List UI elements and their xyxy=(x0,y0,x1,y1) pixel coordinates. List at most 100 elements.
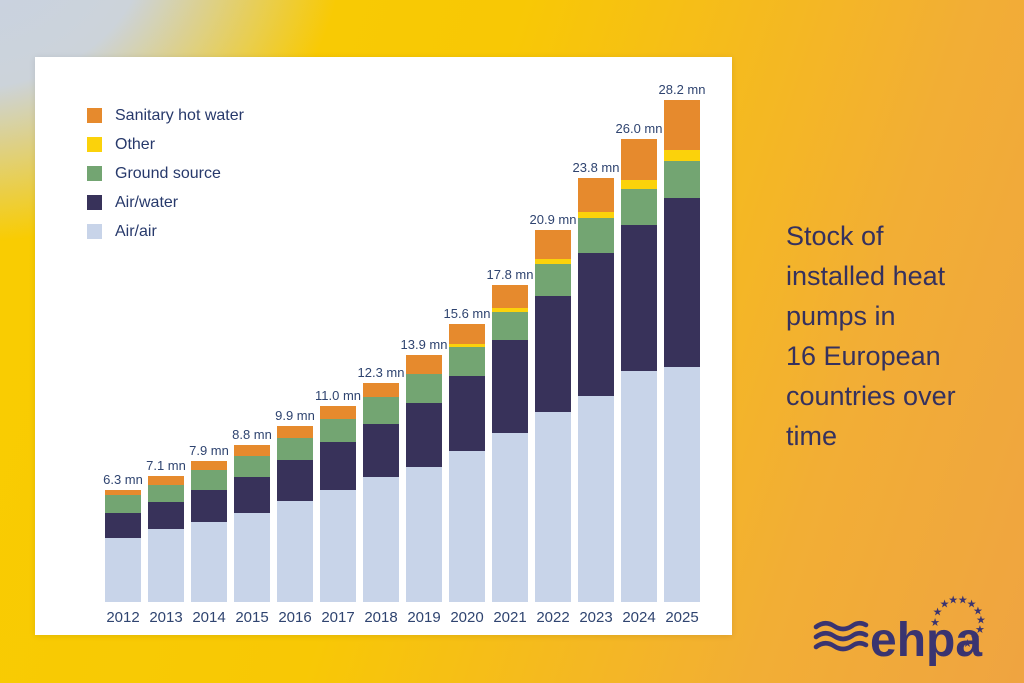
svg-text:★: ★ xyxy=(973,606,983,618)
bar-column: 13.9 mn 2019 xyxy=(401,337,448,626)
bar-segment-air-water xyxy=(492,340,528,433)
bar-segment-air-air xyxy=(578,395,614,602)
bar-total-label: 17.8 mn xyxy=(486,267,534,283)
caption-line: time xyxy=(786,421,838,451)
bar-segment-ground-source xyxy=(363,397,399,425)
bar-segment-other xyxy=(664,149,700,161)
x-axis-label: 2025 xyxy=(665,609,699,626)
bar-total-label: 20.9 mn xyxy=(529,212,577,228)
bar-segment-air-water xyxy=(363,424,399,478)
legend-row: Air/water xyxy=(87,188,244,217)
bar-segment-ground-source xyxy=(492,311,528,341)
bar-segment-air-air xyxy=(492,432,528,602)
bar-segment-sanitary-hot-water xyxy=(449,324,485,344)
legend-swatch-icon xyxy=(87,108,102,123)
svg-text:★: ★ xyxy=(970,633,980,645)
bar-segment-other xyxy=(535,258,571,264)
bar-segment-air-air xyxy=(363,477,399,602)
bar-total-label: 15.6 mn xyxy=(443,306,491,322)
bar-segment-other xyxy=(449,343,485,348)
bar-segment-ground-source xyxy=(578,217,614,254)
x-axis-label: 2016 xyxy=(278,609,312,626)
bar-segment-sanitary-hot-water xyxy=(621,139,657,181)
caption-line: countries over xyxy=(786,381,956,411)
x-axis-label: 2013 xyxy=(149,609,183,626)
legend-row: Other xyxy=(87,130,244,159)
bar-segment-air-water xyxy=(449,375,485,451)
bar-segment-air-water xyxy=(578,253,614,396)
svg-text:★: ★ xyxy=(948,595,958,607)
bar-segment-sanitary-hot-water xyxy=(234,445,270,457)
bar-segment-ground-source xyxy=(449,347,485,376)
bar-column: 6.3 mn 2012 xyxy=(103,471,143,626)
bar-total-label: 6.3 mn xyxy=(103,471,143,487)
bar-segment-air-air xyxy=(320,489,356,602)
bar-segment-ground-source xyxy=(277,438,313,460)
x-axis-label: 2019 xyxy=(407,609,441,626)
bar-segment-sanitary-hot-water xyxy=(664,100,700,150)
bar-segment-other xyxy=(492,308,528,312)
legend-row: Ground source xyxy=(87,159,244,188)
bar-segment-air-water xyxy=(277,459,313,501)
waves-icon xyxy=(813,620,869,652)
bar-segment-sanitary-hot-water xyxy=(406,354,442,375)
bar-segment-ground-source xyxy=(406,374,442,403)
svg-text:★: ★ xyxy=(930,617,940,629)
ehpa-logo-text: ehpa xyxy=(870,614,982,667)
bar-column: 20.9 mn 2022 xyxy=(530,212,577,626)
x-axis-label: 2023 xyxy=(579,609,613,626)
chart-caption: Stock of installed heat pumps in 16 Euro… xyxy=(786,216,956,456)
bar-column: 9.9 mn 2016 xyxy=(275,407,315,626)
bar-segment-ground-source xyxy=(234,456,270,478)
x-axis-label: 2024 xyxy=(622,609,656,626)
bar-total-label: 9.9 mn xyxy=(275,407,315,423)
bar-column: 17.8 mn 2021 xyxy=(487,267,534,626)
legend-row: Sanitary hot water xyxy=(87,101,244,130)
x-axis-label: 2020 xyxy=(450,609,484,626)
svg-text:★: ★ xyxy=(940,599,950,611)
bar-column: 28.2 mn 2025 xyxy=(659,82,706,626)
bar-segment-air-air xyxy=(406,466,442,602)
bar-segment-air-water xyxy=(535,295,571,412)
bar-segment-ground-source xyxy=(664,160,700,198)
bar-segment-air-air xyxy=(621,370,657,602)
caption-line: 16 European xyxy=(786,341,941,371)
bar-segment-other xyxy=(578,212,614,218)
svg-text:★: ★ xyxy=(967,599,977,611)
bar-segment-sanitary-hot-water xyxy=(277,425,313,439)
x-axis-label: 2012 xyxy=(106,609,140,626)
bar-segment-sanitary-hot-water xyxy=(148,475,184,485)
x-axis-label: 2018 xyxy=(364,609,398,626)
bar-total-label: 12.3 mn xyxy=(357,365,405,381)
bar-segment-air-air xyxy=(105,537,141,602)
bar-total-label: 13.9 mn xyxy=(400,336,448,352)
bar-segment-sanitary-hot-water xyxy=(105,489,141,496)
bar-segment-sanitary-hot-water xyxy=(363,383,399,398)
legend-label: Ground source xyxy=(115,164,221,182)
caption-line: installed heat xyxy=(786,261,946,291)
legend-swatch-icon xyxy=(87,137,102,152)
bar-column: 8.8 mn 2015 xyxy=(232,427,272,626)
legend-swatch-icon xyxy=(87,166,102,181)
legend-swatch-icon xyxy=(87,195,102,210)
bar-column: 26.0 mn 2024 xyxy=(616,121,663,626)
bar-total-label: 26.0 mn xyxy=(615,121,663,137)
svg-text:★: ★ xyxy=(962,638,972,650)
ehpa-logo: ehpa ★ ★ ★ ★ ★ ★ ★ ★ ★ ★ ★ xyxy=(813,595,986,667)
bar-segment-air-air xyxy=(277,500,313,602)
bar-column: 12.3 mn 2018 xyxy=(358,365,405,626)
bar-segment-air-air xyxy=(148,529,184,602)
bar-segment-other xyxy=(621,180,657,190)
bar-segment-sanitary-hot-water xyxy=(320,406,356,419)
x-axis-label: 2022 xyxy=(536,609,570,626)
bar-column: 7.9 mn 2014 xyxy=(189,443,229,626)
bar-segment-air-air xyxy=(449,450,485,602)
bar-segment-ground-source xyxy=(320,418,356,442)
bar-segment-ground-source xyxy=(148,484,184,503)
legend-label: Sanitary hot water xyxy=(115,106,244,124)
x-axis-label: 2021 xyxy=(493,609,527,626)
bar-segment-sanitary-hot-water xyxy=(535,230,571,259)
bar-column: 11.0 mn 2017 xyxy=(315,388,361,626)
bar-segment-ground-source xyxy=(105,495,141,514)
